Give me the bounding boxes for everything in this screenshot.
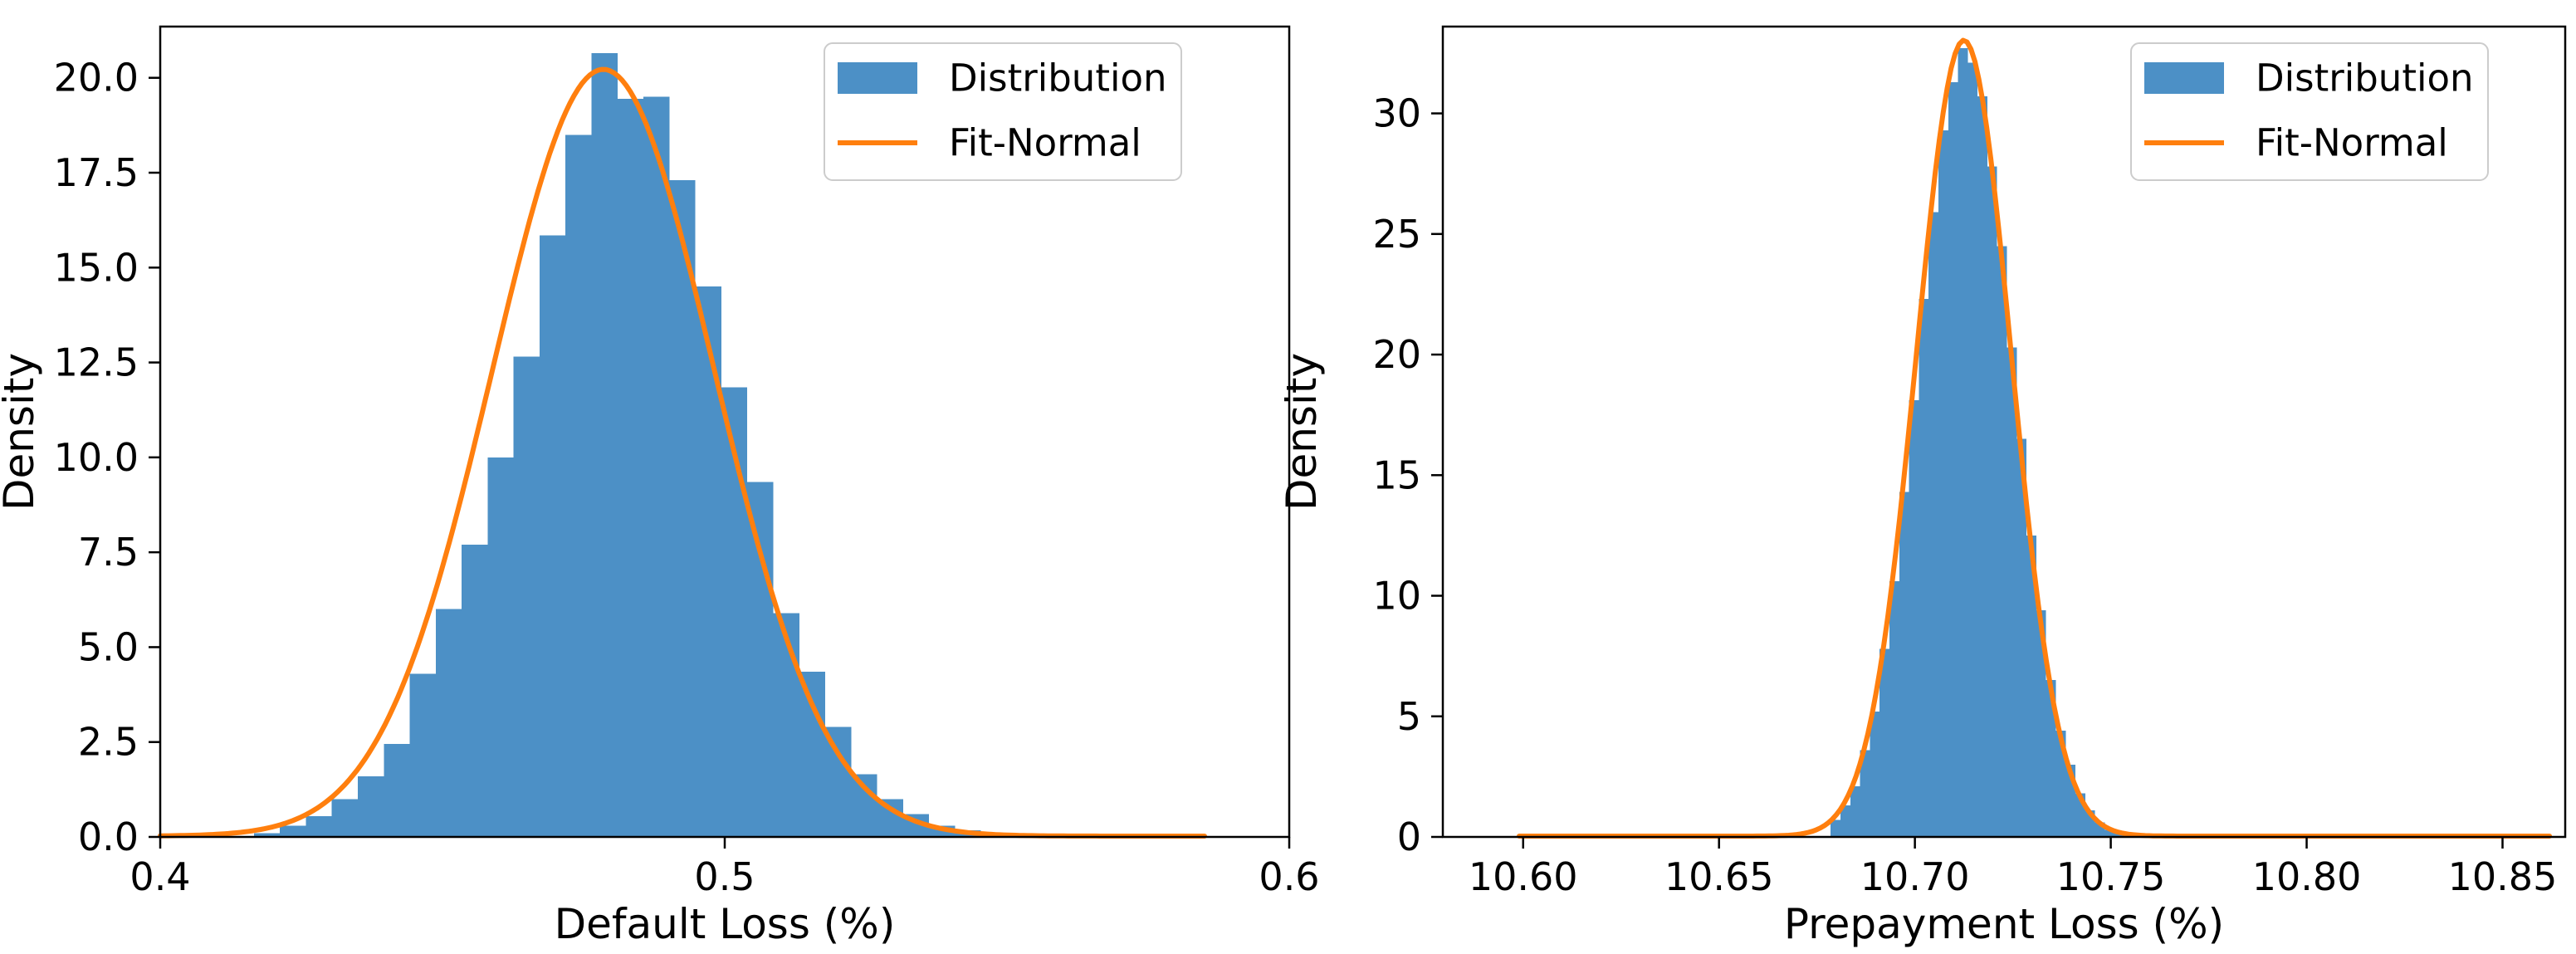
legend: Distribution Fit-Normal (824, 42, 1182, 181)
histogram-bar (2036, 609, 2046, 837)
histogram-bar (1860, 750, 1870, 837)
x-tick-label: 10.70 (1860, 854, 1970, 899)
histogram-bar (2026, 535, 2036, 837)
histogram-bar (280, 825, 306, 837)
distribution-swatch-icon (838, 62, 917, 94)
subplot-default-loss: 0.4 0.5 0.6 0.0 2.5 5.0 7.5 10.0 12.5 15.0 17.5 20.… (0, 25, 1320, 948)
histogram-bar (1899, 492, 1909, 837)
histogram-bar (1870, 711, 1880, 837)
histogram-bar (1977, 96, 1987, 838)
x-tick-label: 10.60 (1469, 854, 1578, 899)
histogram-bar (1938, 130, 1948, 837)
x-axis-label: Prepayment Loss (%) (1784, 900, 2224, 948)
histogram-bar (2104, 829, 2115, 837)
y-tick-label: 5.0 (78, 624, 139, 669)
y-axis-label: Density (1278, 353, 1326, 511)
histogram-bar (253, 833, 281, 837)
axis-ticks: 10.60 10.65 10.70 10.75 10.80 10.85 0 5 10 15 20 25… (1372, 91, 2557, 899)
histogram-bar (2075, 793, 2085, 837)
histogram-bar (2085, 810, 2095, 837)
histogram-bar (2007, 347, 2017, 838)
histogram-bar (591, 53, 618, 837)
histogram-bar (2114, 833, 2125, 837)
histogram-bar (331, 799, 358, 837)
histogram-bar (825, 727, 852, 837)
x-tick-label: 10.85 (2448, 854, 2558, 899)
legend-label-fit-normal: Fit-Normal (949, 121, 1141, 165)
histogram-bar (643, 96, 670, 837)
histogram-bar (2016, 438, 2027, 837)
y-tick-label: 30 (1372, 91, 1421, 136)
legend-label-distribution: Distribution (949, 56, 1167, 100)
histogram-bar (1850, 786, 1860, 837)
x-tick-label: 0.4 (130, 854, 190, 899)
y-tick-label: 0 (1397, 815, 1421, 859)
histogram-bars (253, 53, 1034, 838)
histogram-bar (773, 613, 799, 837)
y-tick-label: 15 (1372, 453, 1421, 497)
y-tick-label: 5 (1397, 694, 1421, 739)
histogram-bar (1928, 212, 1938, 838)
histogram-bars (1831, 48, 2125, 838)
fit-normal-line (158, 66, 1207, 839)
x-tick-label: 10.80 (2252, 854, 2362, 899)
y-tick-label: 17.5 (54, 150, 139, 195)
histogram-bar (1997, 246, 2007, 838)
x-tick-label: 10.75 (2056, 854, 2166, 899)
y-axis-label: Density (0, 353, 43, 511)
y-tick-label: 20 (1372, 332, 1421, 377)
histogram-bar (1967, 62, 1978, 837)
x-tick-label: 10.65 (1664, 854, 1774, 899)
y-tick-label: 20.0 (54, 56, 139, 100)
subplot-prepayment-loss: 10.60 10.65 10.70 10.75 10.80 10.85 0 5 10 15 20 25… (1278, 25, 2567, 948)
histogram-bar (435, 609, 462, 837)
y-tick-label: 12.5 (54, 340, 139, 385)
histogram-bar (306, 815, 332, 837)
histogram-bar (2065, 764, 2076, 837)
histogram-bar (1831, 819, 1840, 837)
histogram-bar (487, 457, 514, 837)
x-tick-label: 0.5 (694, 854, 755, 899)
y-tick-label: 15.0 (54, 245, 139, 290)
histogram-bar (747, 482, 774, 837)
y-tick-label: 2.5 (78, 720, 139, 765)
histogram-bar (565, 135, 592, 838)
legend: Distribution Fit-Normal (2130, 42, 2489, 181)
x-axis-label: Default Loss (%) (555, 900, 896, 948)
histogram-bar (409, 673, 436, 837)
histogram-bar (1948, 81, 1958, 837)
plot-frame (1441, 25, 2567, 839)
histogram-bar (462, 545, 488, 837)
histogram-bar (539, 235, 566, 837)
histogram-bar (1958, 48, 1968, 837)
histogram-bar (799, 672, 826, 837)
y-tick-label: 25 (1372, 212, 1421, 257)
y-tick-label: 10.0 (54, 435, 139, 480)
histogram-bar (2095, 822, 2105, 837)
histogram-bar (1919, 299, 1929, 837)
x-tick-label: 0.6 (1259, 854, 1319, 899)
histogram-bar (513, 356, 540, 838)
y-tick-label: 7.5 (78, 530, 139, 575)
y-tick-label: 10 (1372, 574, 1421, 619)
distribution-swatch-icon (2144, 62, 2224, 94)
y-tick-label: 0.0 (78, 815, 139, 859)
histogram-bar (669, 180, 696, 837)
histogram-bar (2055, 731, 2066, 837)
histogram-bar (1840, 805, 1850, 837)
histogram-bar (617, 98, 644, 838)
histogram-bar (358, 775, 384, 837)
axis-ticks: 0.4 0.5 0.6 0.0 2.5 5.0 7.5 10.0 12.5 15.0 17.5 20.… (54, 56, 1320, 899)
histogram-bar (1879, 648, 1889, 837)
histogram-bar (2046, 680, 2056, 837)
legend-label-fit-normal: Fit-Normal (2256, 121, 2448, 165)
histogram-bar (1889, 581, 1899, 837)
histogram-bar (695, 286, 721, 837)
histogram-bar (1987, 166, 1997, 838)
legend-label-distribution: Distribution (2256, 56, 2474, 100)
histogram-bar (384, 744, 410, 837)
histogram-bar (1909, 400, 1919, 837)
